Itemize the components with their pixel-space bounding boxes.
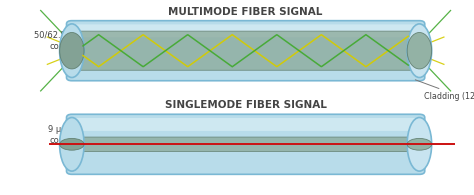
- Ellipse shape: [407, 32, 432, 69]
- Text: 9 μm
core: 9 μm core: [48, 125, 69, 145]
- FancyBboxPatch shape: [70, 31, 421, 70]
- FancyBboxPatch shape: [66, 21, 425, 81]
- Ellipse shape: [60, 24, 84, 77]
- FancyBboxPatch shape: [70, 118, 421, 131]
- Ellipse shape: [407, 117, 432, 171]
- Ellipse shape: [60, 32, 84, 69]
- FancyBboxPatch shape: [70, 137, 421, 152]
- Text: 50/62.5 μm
core: 50/62.5 μm core: [35, 31, 82, 51]
- Text: MULTIMODE FIBER SIGNAL: MULTIMODE FIBER SIGNAL: [168, 7, 323, 17]
- Ellipse shape: [60, 138, 84, 150]
- Text: Cladding (125 μm): Cladding (125 μm): [415, 80, 474, 101]
- Ellipse shape: [407, 24, 432, 77]
- Ellipse shape: [407, 138, 432, 150]
- FancyBboxPatch shape: [70, 24, 421, 37]
- Ellipse shape: [60, 117, 84, 171]
- FancyBboxPatch shape: [66, 114, 425, 174]
- Text: SINGLEMODE FIBER SIGNAL: SINGLEMODE FIBER SIGNAL: [164, 100, 327, 110]
